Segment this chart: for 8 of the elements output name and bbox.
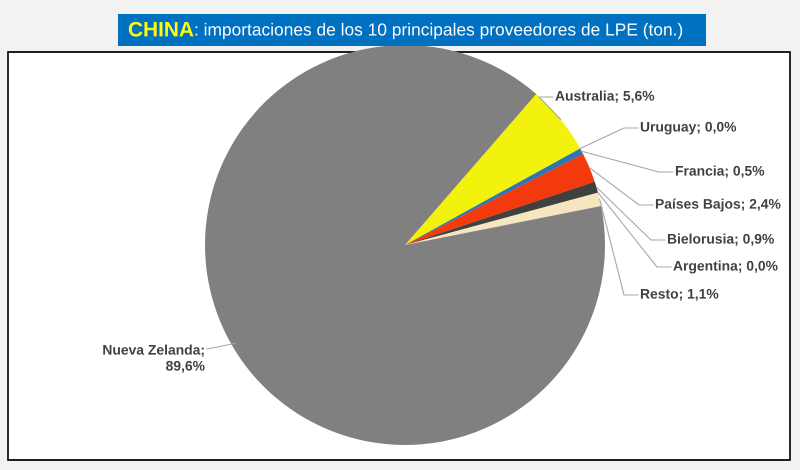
category-label: Uruguay; 0,0% <box>640 122 736 134</box>
slice-label: Resto; 1,1% <box>640 288 718 301</box>
category-label: Argentina; 0,0% <box>673 260 778 274</box>
slice-label: Nueva Zelanda; 89,6% <box>103 344 205 373</box>
slice-label: Australia; 5,6% <box>555 90 654 103</box>
slice-label: Bielorusia; 0,9% <box>668 234 774 246</box>
slice-label: Países Bajos; 2,4% <box>656 198 780 212</box>
slice-label: Francia; 0,5% <box>676 166 764 178</box>
